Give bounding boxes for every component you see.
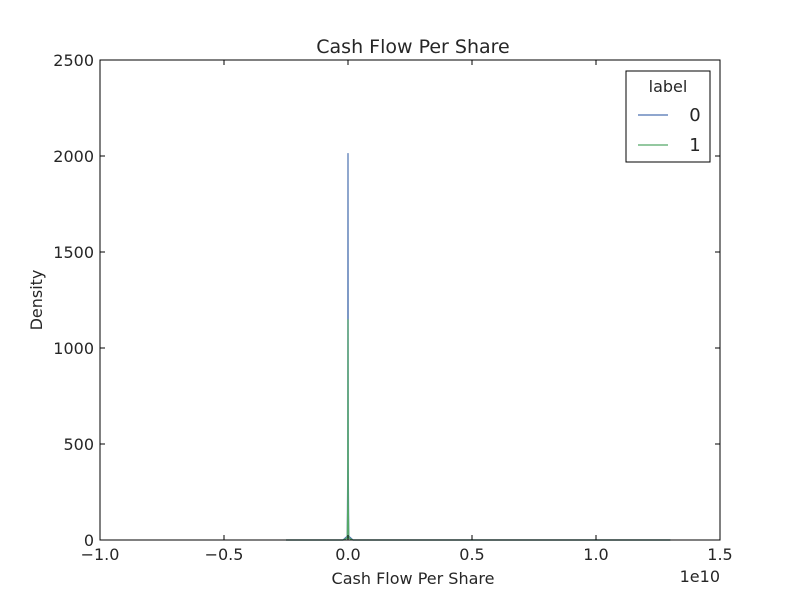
legend-title: label (649, 77, 688, 96)
x-axis: −1.0 −0.5 0.0 0.5 1.0 1.5 (81, 60, 733, 564)
y-tick-label: 1500 (53, 243, 94, 262)
x-tick-label: −0.5 (205, 545, 244, 564)
y-axis-label: Density (27, 270, 46, 331)
plot-frame (99, 59, 721, 541)
y-tick-label: 500 (63, 435, 94, 454)
x-axis-label: Cash Flow Per Share (332, 569, 495, 588)
legend-label-1: 1 (689, 135, 700, 156)
series-line-0 (286, 153, 671, 541)
legend-label-0: 0 (689, 105, 700, 126)
y-tick-label: 2500 (53, 51, 94, 70)
x-tick-label: 0.0 (335, 545, 360, 564)
series-line-1 (286, 319, 671, 541)
x-offset-label: 1e10 (680, 567, 720, 586)
y-tick-label: 0 (84, 531, 94, 550)
x-tick-label: 1.5 (707, 545, 732, 564)
y-axis: 0 500 1000 1500 2000 2500 (53, 51, 720, 550)
y-tick-label: 2000 (53, 147, 94, 166)
x-tick-label: 1.0 (583, 545, 608, 564)
legend-box (625, 70, 711, 163)
x-tick-label: −1.0 (81, 545, 120, 564)
legend-entries: 01 (638, 105, 701, 156)
legend: label 01 (625, 70, 711, 163)
y-tick-label: 1000 (53, 339, 94, 358)
series-layer (286, 153, 671, 541)
chart-title: Cash Flow Per Share (316, 36, 509, 58)
x-tick-label: 0.5 (459, 545, 484, 564)
